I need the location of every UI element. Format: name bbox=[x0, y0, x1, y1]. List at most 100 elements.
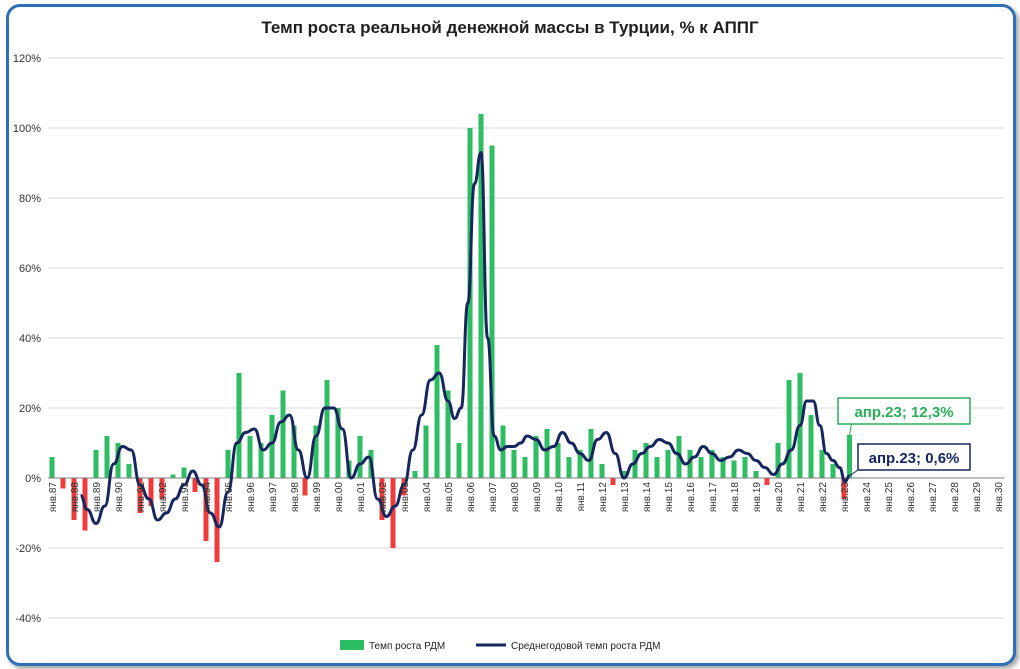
y-tick-label: 120% bbox=[13, 53, 41, 65]
bar bbox=[577, 450, 583, 478]
x-tick-label: янв.01 bbox=[356, 482, 367, 513]
bar bbox=[478, 114, 484, 478]
y-tick-label: 100% bbox=[13, 123, 41, 135]
x-tick-label: янв.25 bbox=[884, 482, 895, 513]
bar bbox=[830, 464, 836, 478]
y-tick-label: -20% bbox=[15, 543, 41, 555]
bar bbox=[291, 425, 297, 478]
bar bbox=[159, 478, 165, 499]
bar bbox=[335, 408, 341, 478]
y-tick-label: 0% bbox=[25, 473, 41, 485]
x-tick-label: янв.18 bbox=[730, 482, 741, 513]
bar bbox=[720, 457, 726, 478]
x-tick-label: янв.08 bbox=[510, 482, 521, 513]
bar bbox=[258, 443, 264, 478]
callouts: апр.23; 12,3% апр.23; 0,6% bbox=[837, 397, 971, 477]
bar bbox=[775, 443, 781, 478]
x-tick-label: янв.20 bbox=[774, 482, 785, 513]
x-tick-label: янв.11 bbox=[576, 482, 587, 512]
callout-green-box bbox=[837, 397, 971, 425]
x-tick-label: янв.99 bbox=[312, 482, 323, 513]
x-tick-label: янв.12 bbox=[598, 482, 609, 513]
x-tick-label: янв.09 bbox=[532, 482, 543, 513]
bar bbox=[654, 457, 660, 478]
bar bbox=[819, 450, 825, 478]
y-tick-label: -40% bbox=[15, 613, 41, 625]
x-tick-label: янв.13 bbox=[620, 482, 631, 513]
line-series bbox=[79, 151, 850, 529]
x-tick-label: янв.94 bbox=[202, 482, 213, 513]
x-tick-label: янв.93 bbox=[180, 482, 191, 513]
x-tick-label: янв.16 bbox=[686, 482, 697, 513]
x-tick-label: янв.15 bbox=[664, 482, 675, 513]
y-tick-label: 40% bbox=[19, 333, 41, 345]
bar bbox=[225, 450, 231, 478]
x-axis-tick-labels: янв.87 янв.88 янв.89 янв.90 янв.91 янв.92 янв.… bbox=[48, 482, 1005, 513]
bar bbox=[236, 373, 242, 478]
y-tick-label: 80% bbox=[19, 193, 41, 205]
x-tick-label: янв.97 bbox=[268, 482, 279, 513]
callout-navy-text: апр.23; 0,6% bbox=[869, 450, 960, 467]
bar bbox=[522, 457, 528, 478]
x-tick-label: янв.02 bbox=[378, 482, 389, 513]
x-tick-label: янв.90 bbox=[114, 482, 125, 513]
x-tick-label: янв.91 bbox=[136, 482, 147, 513]
bar bbox=[599, 464, 605, 478]
bar bbox=[302, 478, 308, 496]
bar bbox=[511, 450, 517, 478]
bar bbox=[412, 471, 418, 478]
x-tick-label: янв.28 bbox=[950, 482, 961, 513]
bar bbox=[742, 457, 748, 478]
bar bbox=[379, 478, 385, 520]
x-tick-label: янв.87 bbox=[48, 482, 59, 513]
y-axis-tick-labels: 120% 100% 80% 60% 40% 20% 0% -20% -40% bbox=[13, 53, 41, 625]
bar bbox=[445, 390, 451, 478]
bar bbox=[533, 436, 539, 478]
bar bbox=[247, 436, 253, 478]
x-tick-label: янв.98 bbox=[290, 482, 301, 513]
bar bbox=[786, 380, 792, 478]
bar bbox=[731, 460, 737, 478]
legend-bar-label: Темп роста РДМ bbox=[369, 641, 445, 652]
x-tick-label: янв.26 bbox=[906, 482, 917, 513]
x-tick-label: янв.92 bbox=[158, 482, 169, 513]
x-tick-label: янв.04 bbox=[422, 482, 433, 513]
bar bbox=[324, 380, 330, 478]
bar bbox=[93, 450, 99, 478]
x-tick-label: янв.19 bbox=[752, 482, 763, 513]
bar bbox=[269, 415, 275, 478]
bar bbox=[566, 457, 572, 478]
x-tick-label: янв.05 bbox=[444, 482, 455, 513]
bar bbox=[170, 474, 176, 478]
bar bbox=[71, 478, 77, 520]
bar bbox=[665, 450, 671, 478]
grid-lines bbox=[48, 57, 1004, 619]
callout-navy-leader bbox=[849, 469, 859, 477]
callout-green-leader bbox=[849, 423, 852, 436]
x-tick-label: янв.17 bbox=[708, 482, 719, 513]
bar bbox=[687, 450, 693, 478]
bar bbox=[60, 478, 66, 489]
bar bbox=[214, 478, 220, 562]
bar bbox=[841, 478, 847, 499]
bar bbox=[313, 425, 319, 478]
x-tick-label: янв.24 bbox=[862, 482, 873, 513]
x-tick-label: янв.27 bbox=[928, 482, 939, 513]
x-tick-label: янв.96 bbox=[246, 482, 257, 513]
bar bbox=[500, 425, 506, 478]
bar bbox=[181, 467, 187, 478]
bar bbox=[764, 478, 770, 485]
x-tick-label: янв.89 bbox=[92, 482, 103, 513]
chart-frame bbox=[6, 4, 1016, 666]
x-tick-label: янв.00 bbox=[334, 482, 345, 513]
y-tick-label: 20% bbox=[19, 403, 41, 415]
bar bbox=[192, 478, 198, 492]
bar bbox=[280, 390, 286, 478]
bar bbox=[808, 415, 814, 478]
bar bbox=[467, 128, 473, 478]
bar bbox=[104, 436, 110, 478]
x-tick-label: янв.29 bbox=[972, 482, 983, 513]
callout-green-text: апр.23; 12,3% bbox=[854, 404, 953, 421]
callout-navy-box bbox=[857, 443, 971, 471]
x-tick-label: янв.21 bbox=[796, 482, 807, 513]
